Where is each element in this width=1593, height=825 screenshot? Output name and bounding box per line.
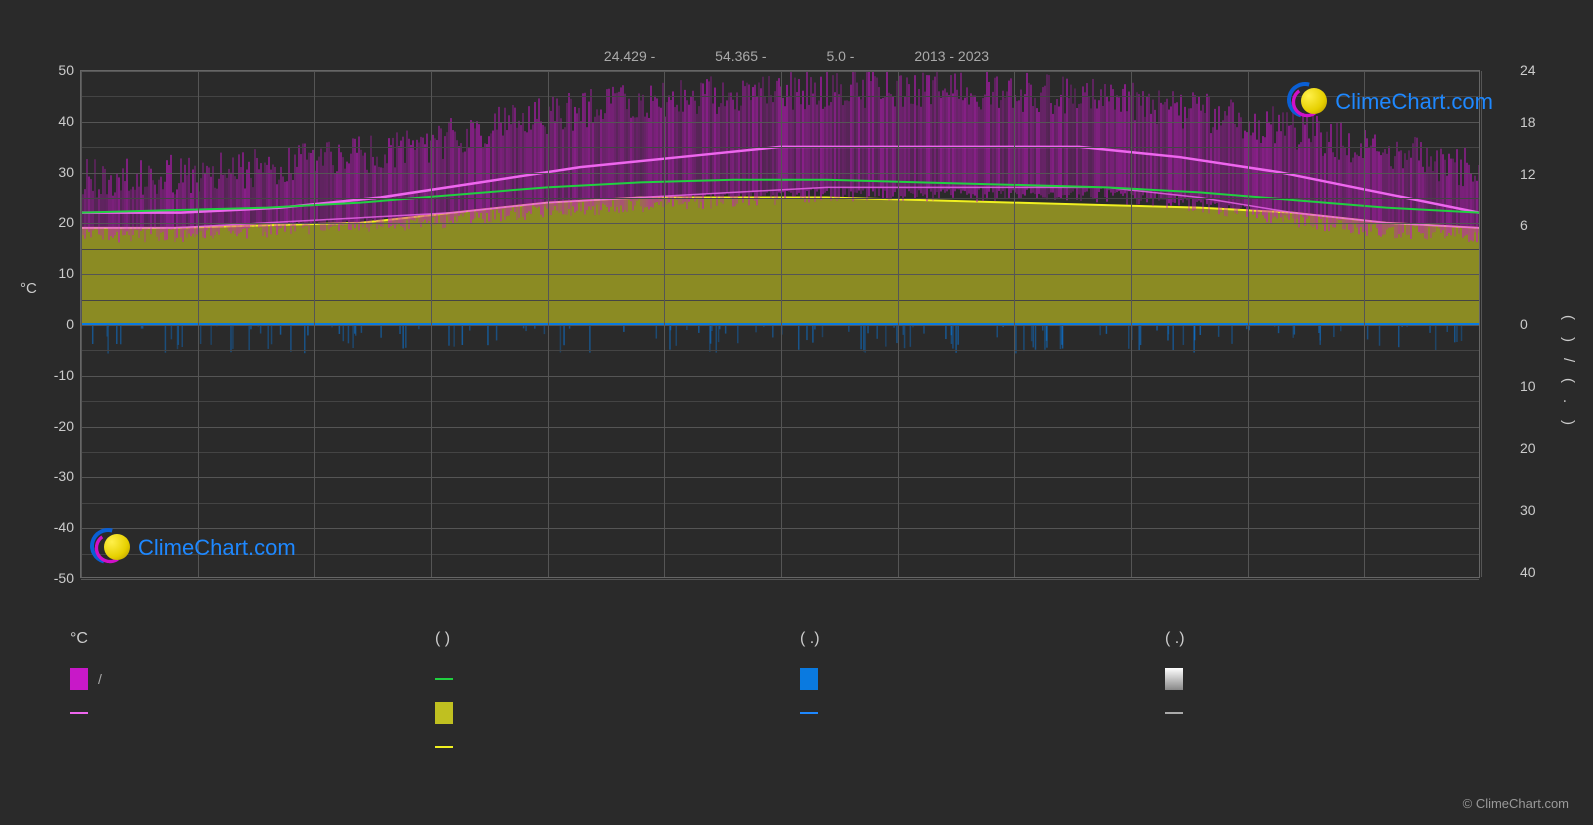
gridline-v <box>664 71 665 577</box>
y-tick-right: 20 <box>1520 440 1548 456</box>
legend-col-header: ( ) <box>435 630 800 648</box>
watermark-text: ClimeChart.com <box>138 535 296 561</box>
gridline-h <box>81 274 1479 275</box>
y-tick-left: 10 <box>46 265 74 281</box>
logo-icon <box>1287 82 1327 122</box>
y-tick-left: 30 <box>46 164 74 180</box>
y-tick-right: 40 <box>1520 564 1548 580</box>
gridline-v <box>548 71 549 577</box>
gridline-v <box>1131 71 1132 577</box>
legend-label: / <box>98 671 102 687</box>
gridline-v <box>1364 71 1365 577</box>
legend-headers: °C ( ) ( .) ( .) <box>70 630 1530 648</box>
chart-legend: °C ( ) ( .) ( .) / <box>70 630 1530 768</box>
gridline-h <box>81 325 1479 326</box>
gridline-h <box>81 300 1479 301</box>
y-tick-right: 24 <box>1520 62 1548 78</box>
legend-swatch <box>70 668 88 690</box>
legend-col-header: ( .) <box>1165 630 1530 648</box>
y-tick-left: 0 <box>46 316 74 332</box>
gridline-h <box>81 401 1479 402</box>
y-tick-left: -40 <box>46 519 74 535</box>
gridline-h <box>81 198 1479 199</box>
legend-item: / <box>70 666 435 692</box>
legend-row: / <box>70 666 1530 692</box>
y-axis-left-label: °C <box>20 280 37 297</box>
legend-swatch <box>435 678 453 680</box>
copyright-text: © ClimeChart.com <box>1463 796 1569 811</box>
legend-item <box>70 734 435 760</box>
years-label: 2013 - 2023 <box>914 48 989 64</box>
gridline-h <box>81 147 1479 148</box>
gridline-h <box>81 427 1479 428</box>
y-tick-left: 20 <box>46 214 74 230</box>
legend-item <box>1165 666 1530 692</box>
climate-chart <box>80 70 1480 578</box>
legend-swatch <box>435 702 453 724</box>
legend-swatch <box>800 668 818 690</box>
gridline-v <box>314 71 315 577</box>
legend-item <box>800 700 1165 726</box>
y-tick-right: 30 <box>1520 502 1548 518</box>
chart-header: 24.429 - 54.365 - 5.0 - 2013 - 2023 <box>0 48 1593 64</box>
gridline-h <box>81 249 1479 250</box>
gridline-h <box>81 96 1479 97</box>
legend-item <box>435 666 800 692</box>
legend-col-header: °C <box>70 630 435 648</box>
y-tick-right: 18 <box>1520 114 1548 130</box>
y-tick-left: -10 <box>46 367 74 383</box>
gridline-h <box>81 477 1479 478</box>
legend-swatch <box>800 712 818 714</box>
gridline-v <box>1481 71 1482 577</box>
legend-swatch <box>1165 712 1183 714</box>
lon-label: 54.365 - <box>715 48 766 64</box>
legend-swatch <box>435 746 453 748</box>
gridline-h <box>81 223 1479 224</box>
watermark-top-right: ClimeChart.com <box>1287 82 1493 122</box>
gridline-h <box>81 579 1479 580</box>
gridline-v <box>898 71 899 577</box>
gridline-v <box>1014 71 1015 577</box>
gridline-h <box>81 452 1479 453</box>
y-tick-right: 0 <box>1520 316 1548 332</box>
gridline-h <box>81 122 1479 123</box>
watermark-bottom-left: ClimeChart.com <box>90 528 296 568</box>
legend-item <box>1165 700 1530 726</box>
y-tick-left: -50 <box>46 570 74 586</box>
legend-item <box>800 666 1165 692</box>
gridline-v <box>1248 71 1249 577</box>
legend-row <box>70 700 1530 726</box>
y-tick-right: 12 <box>1520 166 1548 182</box>
gridline-v <box>81 71 82 577</box>
legend-row <box>70 734 1530 760</box>
lat-label: 24.429 - <box>604 48 655 64</box>
legend-swatch <box>1165 668 1183 690</box>
gridline-h <box>81 173 1479 174</box>
legend-item <box>435 700 800 726</box>
gridline-h <box>81 71 1479 72</box>
legend-col-header: ( .) <box>800 630 1165 648</box>
legend-item <box>1165 734 1530 760</box>
legend-item <box>70 700 435 726</box>
watermark-text: ClimeChart.com <box>1335 89 1493 115</box>
legend-item <box>435 734 800 760</box>
gridline-v <box>431 71 432 577</box>
gridline-h <box>81 350 1479 351</box>
gridline-v <box>198 71 199 577</box>
gridline-h <box>81 503 1479 504</box>
legend-swatch <box>70 712 88 714</box>
y-tick-right: 6 <box>1520 217 1548 233</box>
y-tick-left: 50 <box>46 62 74 78</box>
y-axis-right-label: ( ) / ( . ) <box>1560 210 1577 530</box>
elev-label: 5.0 - <box>826 48 854 64</box>
gridline-h <box>81 376 1479 377</box>
y-tick-left: 40 <box>46 113 74 129</box>
y-tick-right: 10 <box>1520 378 1548 394</box>
y-tick-left: -30 <box>46 468 74 484</box>
legend-item <box>800 734 1165 760</box>
gridline-v <box>781 71 782 577</box>
logo-icon <box>90 528 130 568</box>
y-tick-left: -20 <box>46 418 74 434</box>
